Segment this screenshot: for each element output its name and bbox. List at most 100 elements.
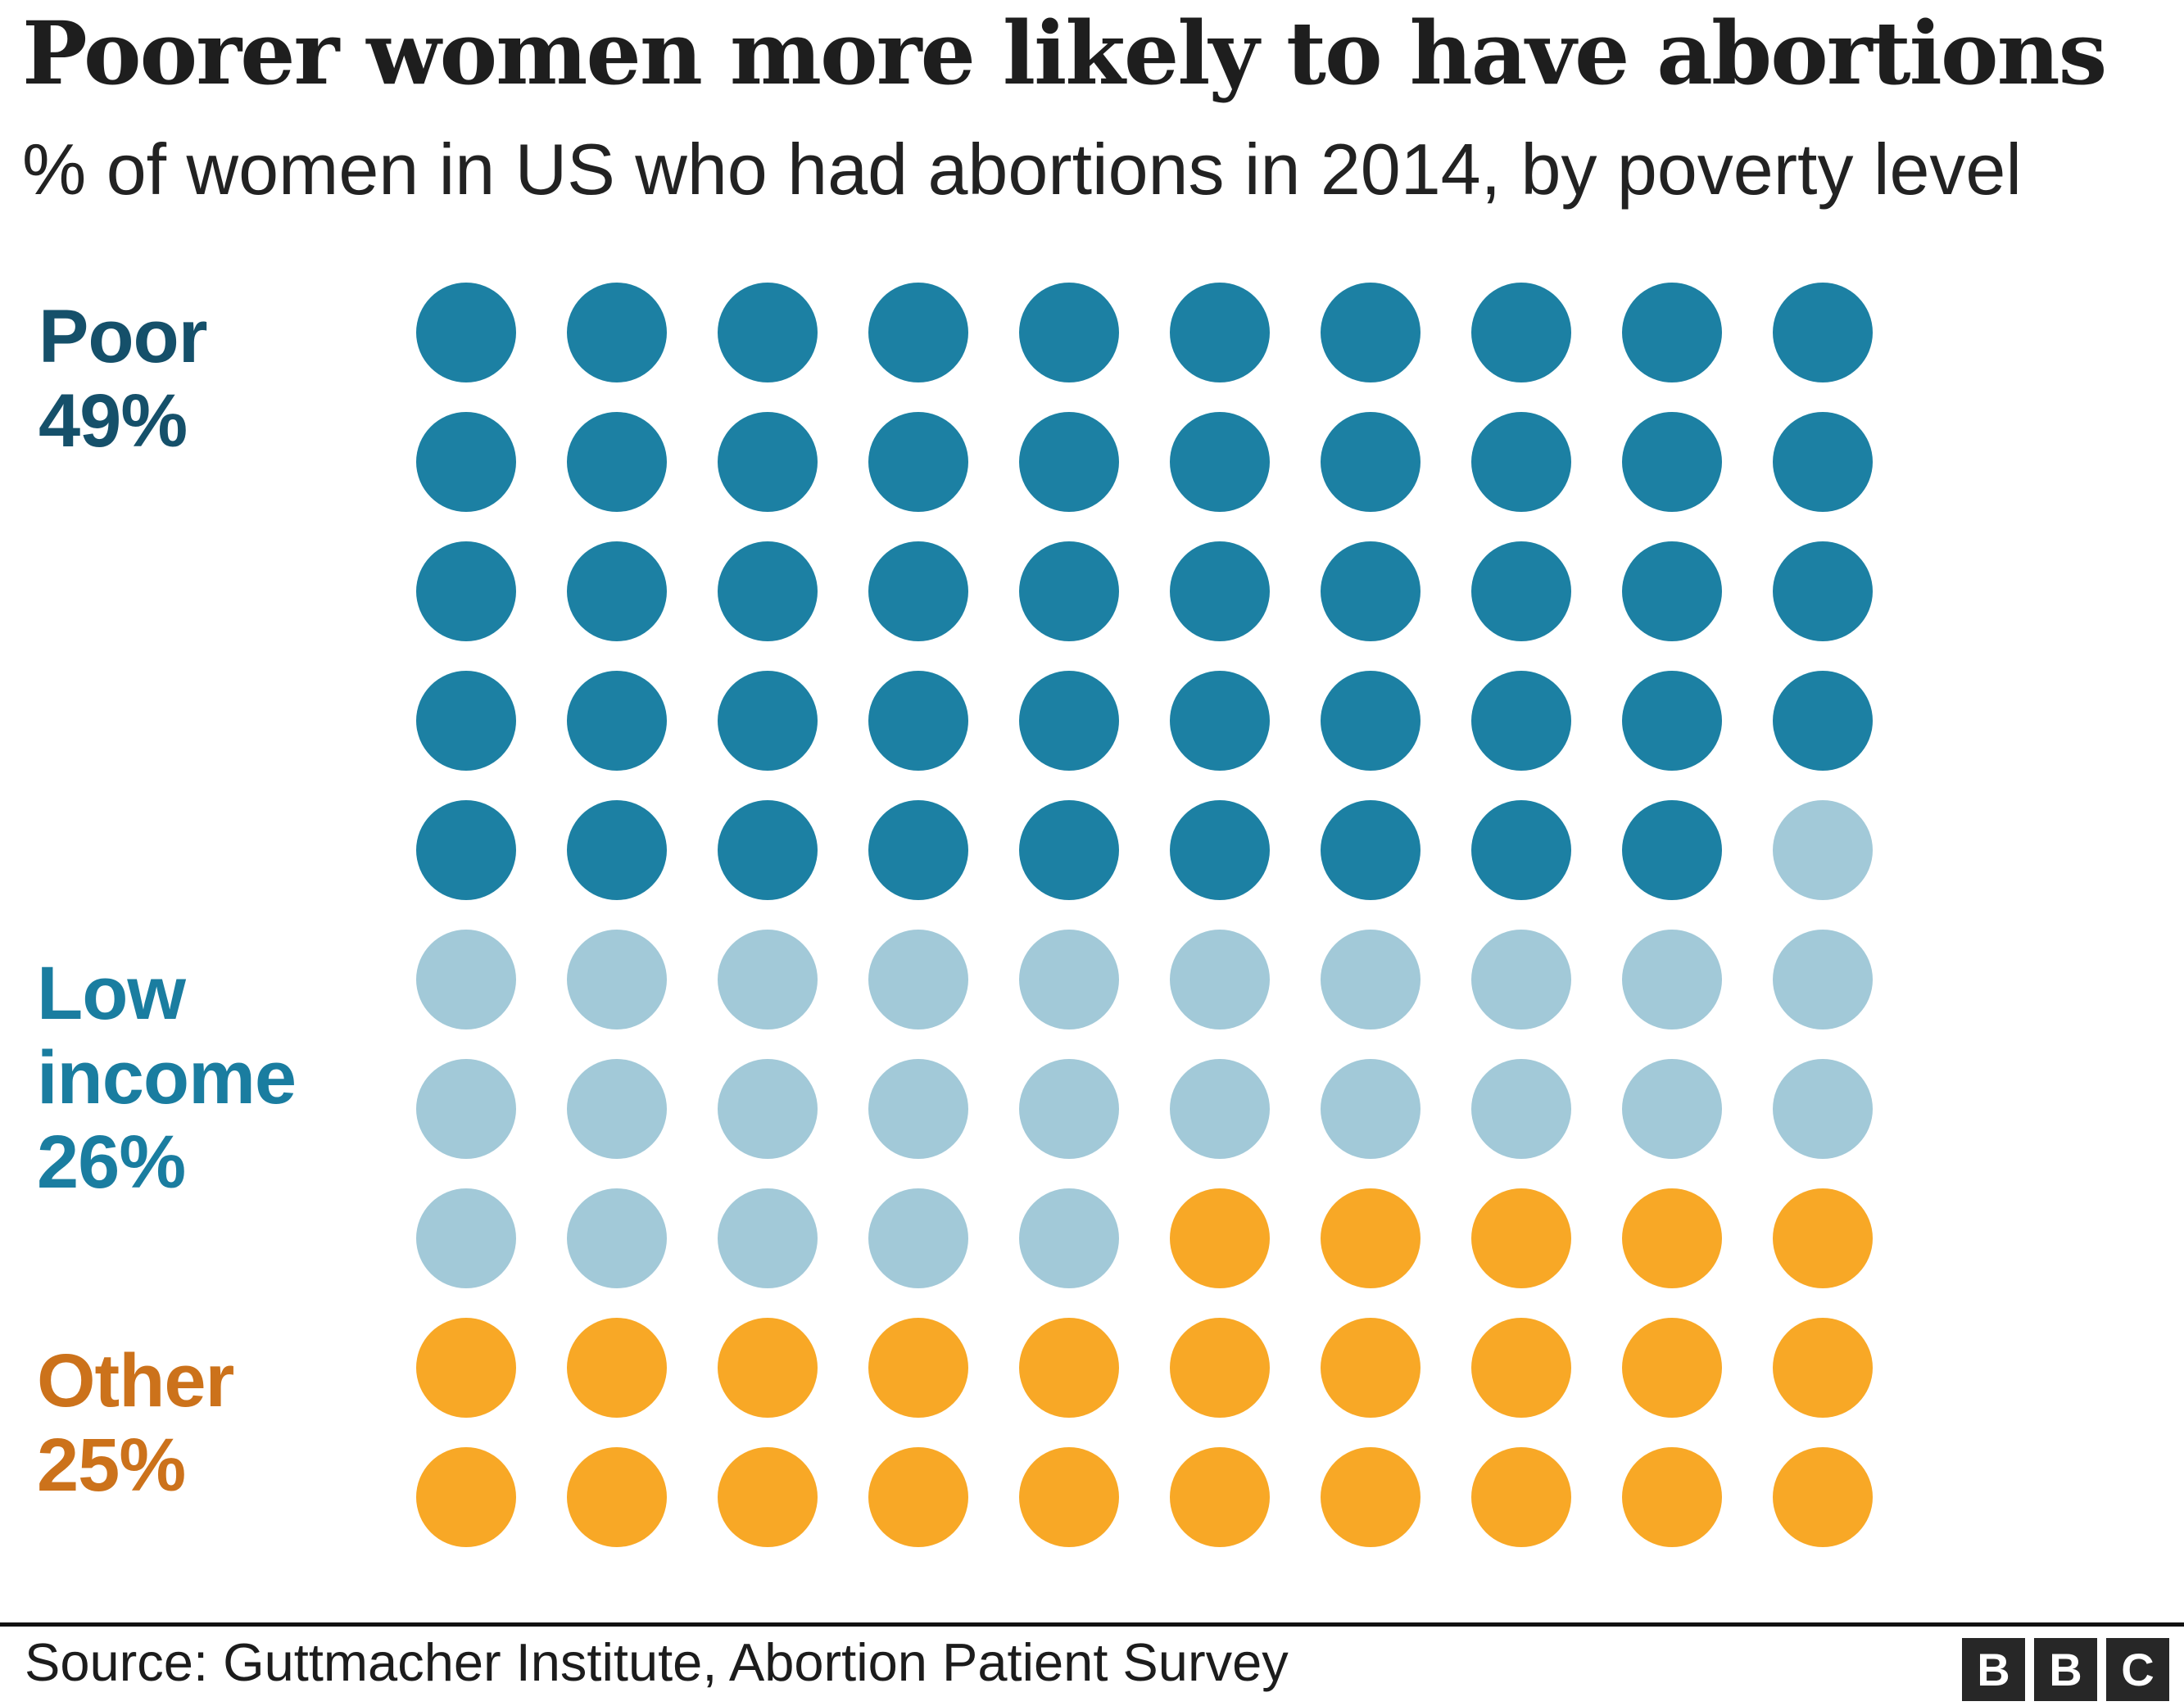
waffle-dot-poor [1321, 671, 1421, 771]
waffle-dot-low-income [416, 1059, 516, 1159]
waffle-dot-poor [1170, 412, 1270, 512]
waffle-dot-poor [416, 800, 516, 900]
waffle-dot-poor [567, 283, 667, 382]
footer-divider [0, 1622, 2184, 1627]
waffle-dot-low-income [1170, 1059, 1270, 1159]
waffle-dot-other [567, 1447, 667, 1547]
category-name-other: Other [37, 1339, 234, 1423]
waffle-dot-poor [1170, 800, 1270, 900]
waffle-dot-low-income [1321, 930, 1421, 1029]
bbc-logo: B B C [1962, 1638, 2169, 1701]
waffle-dot-poor [1773, 412, 1873, 512]
category-label-low-income: Low income 26% [37, 952, 348, 1205]
waffle-dot-low-income [718, 1059, 818, 1159]
waffle-dot-poor [1471, 283, 1571, 382]
waffle-dot-other [868, 1447, 968, 1547]
waffle-dot-poor [1622, 283, 1722, 382]
waffle-dot-low-income [567, 930, 667, 1029]
waffle-dot-poor [1170, 283, 1270, 382]
waffle-dot-low-income [1471, 930, 1571, 1029]
waffle-dot-poor [567, 541, 667, 641]
waffle-dot-poor [868, 541, 968, 641]
waffle-dot-poor [1773, 671, 1873, 771]
waffle-dot-other [1321, 1318, 1421, 1418]
waffle-dot-other [1170, 1188, 1270, 1288]
waffle-dot-other [1622, 1188, 1722, 1288]
waffle-dot-poor [1471, 412, 1571, 512]
waffle-dot-low-income [1019, 1188, 1119, 1288]
waffle-dot-poor [718, 800, 818, 900]
waffle-dot-other [1471, 1188, 1571, 1288]
waffle-grid [391, 268, 1898, 1562]
waffle-dot-low-income [1773, 930, 1873, 1029]
waffle-dot-poor [718, 412, 818, 512]
waffle-dot-other [1170, 1318, 1270, 1418]
waffle-dot-other [1471, 1447, 1571, 1547]
waffle-dot-other [416, 1318, 516, 1418]
waffle-dot-low-income [1622, 1059, 1722, 1159]
waffle-dot-other [416, 1447, 516, 1547]
waffle-dot-other [1622, 1447, 1722, 1547]
waffle-dot-poor [1622, 671, 1722, 771]
waffle-dot-poor [1622, 412, 1722, 512]
waffle-dot-poor [1471, 671, 1571, 771]
waffle-dot-low-income [567, 1059, 667, 1159]
waffle-dot-other [718, 1447, 818, 1547]
waffle-dot-poor [1019, 800, 1119, 900]
category-label-other: Other 25% [37, 1339, 348, 1508]
waffle-dot-other [718, 1318, 818, 1418]
waffle-dot-other [1773, 1318, 1873, 1418]
category-value-other: 25% [37, 1423, 186, 1507]
waffle-dot-poor [416, 671, 516, 771]
waffle-dot-poor [1471, 541, 1571, 641]
waffle-dot-poor [1170, 671, 1270, 771]
waffle-dot-poor [1321, 541, 1421, 641]
waffle-dot-poor [1321, 283, 1421, 382]
waffle-dot-low-income [1622, 930, 1722, 1029]
waffle-dot-poor [718, 541, 818, 641]
category-name-poor: Poor [39, 295, 208, 378]
source-text: Source: Guttmacher Institute, Abortion P… [25, 1632, 1289, 1692]
waffle-dot-low-income [868, 1059, 968, 1159]
waffle-dot-other [1773, 1188, 1873, 1288]
waffle-dot-poor [416, 412, 516, 512]
waffle-dot-poor [718, 283, 818, 382]
waffle-dot-low-income [1471, 1059, 1571, 1159]
waffle-dot-poor [1622, 541, 1722, 641]
waffle-dot-poor [1622, 800, 1722, 900]
waffle-dot-other [1773, 1447, 1873, 1547]
waffle-dot-poor [868, 283, 968, 382]
category-value-poor: 49% [39, 379, 188, 463]
waffle-dot-poor [416, 541, 516, 641]
waffle-dot-other [1019, 1447, 1119, 1547]
waffle-dot-low-income [416, 930, 516, 1029]
waffle-dot-poor [1019, 541, 1119, 641]
category-label-poor: Poor 49% [39, 295, 350, 464]
bbc-logo-square: C [2106, 1638, 2169, 1701]
waffle-dot-poor [718, 671, 818, 771]
bbc-logo-square: B [2034, 1638, 2097, 1701]
waffle-dot-poor [1773, 541, 1873, 641]
waffle-dot-poor [567, 412, 667, 512]
waffle-dot-low-income [1773, 1059, 1873, 1159]
waffle-dot-poor [868, 800, 968, 900]
waffle-dot-low-income [1019, 930, 1119, 1029]
waffle-dot-poor [1471, 800, 1571, 900]
waffle-dot-low-income [1170, 930, 1270, 1029]
waffle-dot-poor [1170, 541, 1270, 641]
waffle-dot-low-income [718, 930, 818, 1029]
waffle-dot-other [1321, 1447, 1421, 1547]
waffle-dot-other [1622, 1318, 1722, 1418]
waffle-dot-low-income [868, 1188, 968, 1288]
waffle-dot-other [567, 1318, 667, 1418]
waffle-dot-low-income [567, 1188, 667, 1288]
waffle-dot-poor [1019, 412, 1119, 512]
category-name-low-income: Low income [37, 952, 297, 1120]
waffle-dot-poor [416, 283, 516, 382]
waffle-dot-low-income [868, 930, 968, 1029]
waffle-dot-other [1321, 1188, 1421, 1288]
waffle-dot-other [868, 1318, 968, 1418]
waffle-dot-low-income [1019, 1059, 1119, 1159]
waffle-dot-poor [1321, 800, 1421, 900]
waffle-dot-poor [1019, 283, 1119, 382]
